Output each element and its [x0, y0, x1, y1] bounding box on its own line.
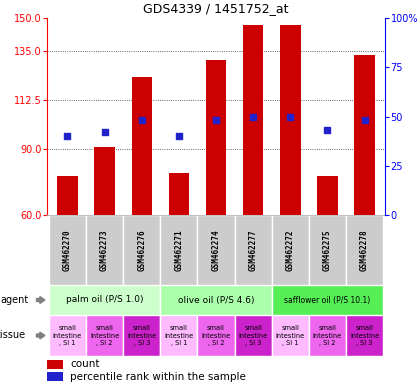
Bar — [123, 315, 160, 356]
Bar — [272, 285, 383, 315]
Text: tissue: tissue — [0, 331, 26, 341]
Text: small
intestine
, SI 2: small intestine , SI 2 — [90, 326, 119, 346]
Text: small
intestine
, SI 2: small intestine , SI 2 — [313, 326, 342, 346]
Bar — [346, 315, 383, 356]
Bar — [49, 215, 86, 285]
Bar — [49, 285, 160, 315]
Bar — [197, 215, 235, 285]
Text: small
intestine
, SI 1: small intestine , SI 1 — [53, 326, 82, 346]
Text: small
intestine
, SI 2: small intestine , SI 2 — [201, 326, 231, 346]
Bar — [160, 215, 197, 285]
Text: olive oil (P/S 4.6): olive oil (P/S 4.6) — [178, 296, 254, 305]
Bar — [280, 25, 300, 215]
Bar — [169, 174, 189, 215]
Bar — [272, 215, 309, 285]
Text: palm oil (P/S 1.0): palm oil (P/S 1.0) — [66, 296, 143, 305]
Bar — [57, 175, 78, 215]
Text: GSM462271: GSM462271 — [174, 229, 184, 271]
Text: agent: agent — [1, 295, 29, 305]
Bar — [86, 315, 123, 356]
Text: percentile rank within the sample: percentile rank within the sample — [70, 372, 246, 382]
Point — [287, 113, 294, 119]
Text: GSM462278: GSM462278 — [360, 229, 369, 271]
Point — [324, 127, 331, 133]
Text: GSM462270: GSM462270 — [63, 229, 72, 271]
Text: small
intestine
, SI 3: small intestine , SI 3 — [127, 326, 156, 346]
Text: small
intestine
, SI 3: small intestine , SI 3 — [239, 326, 268, 346]
Bar — [49, 315, 86, 356]
Point — [361, 118, 368, 124]
FancyArrow shape — [37, 332, 45, 339]
Bar — [206, 60, 226, 215]
Title: GDS4339 / 1451752_at: GDS4339 / 1451752_at — [143, 2, 289, 15]
Bar — [160, 315, 197, 356]
Bar — [47, 360, 63, 369]
Bar — [309, 215, 346, 285]
Text: GSM462276: GSM462276 — [137, 229, 146, 271]
Point — [138, 118, 145, 124]
Bar — [123, 215, 160, 285]
Text: GSM462277: GSM462277 — [249, 229, 257, 271]
Point — [101, 129, 108, 135]
Bar — [47, 372, 63, 381]
Point — [176, 133, 182, 139]
Text: small
intestine
, SI 1: small intestine , SI 1 — [164, 326, 194, 346]
Bar — [354, 55, 375, 215]
Point — [64, 133, 71, 139]
Bar — [235, 215, 272, 285]
Point — [213, 118, 219, 124]
Bar — [86, 215, 123, 285]
Bar — [131, 77, 152, 215]
FancyArrow shape — [37, 296, 45, 303]
Bar — [197, 315, 235, 356]
Bar — [160, 285, 272, 315]
Point — [250, 113, 257, 119]
Text: GSM462274: GSM462274 — [212, 229, 220, 271]
Bar — [346, 215, 383, 285]
Bar — [272, 315, 309, 356]
Bar — [317, 175, 338, 215]
Text: GSM462272: GSM462272 — [286, 229, 295, 271]
Text: GSM462273: GSM462273 — [100, 229, 109, 271]
Text: GSM462275: GSM462275 — [323, 229, 332, 271]
Bar — [94, 147, 115, 215]
Bar — [309, 315, 346, 356]
Bar — [243, 25, 263, 215]
Text: safflower oil (P/S 10.1): safflower oil (P/S 10.1) — [284, 296, 370, 305]
Text: count: count — [70, 359, 100, 369]
Text: small
intestine
, SI 1: small intestine , SI 1 — [276, 326, 305, 346]
Text: small
intestine
, SI 3: small intestine , SI 3 — [350, 326, 379, 346]
Bar — [235, 315, 272, 356]
